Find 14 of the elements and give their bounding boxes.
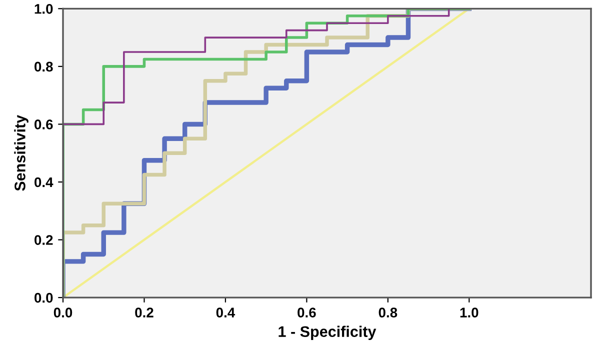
x-tick-label: 0.2 [135,308,154,318]
x-tick-label: 0.8 [378,308,398,318]
y-tick-label: 0.2 [34,235,53,245]
y-tick-label: 0.4 [34,177,54,188]
x-tick-label: 0.4 [216,308,236,318]
x-tick-label: 0.6 [298,308,316,318]
x-tick-label: 1.0 [460,308,478,318]
y-tick-label: 1.0 [34,4,53,14]
y-axis-title: Sensitivity [14,114,28,191]
x-tick-label: 0.0 [54,308,72,318]
x-axis-title: 1 - Specificity [278,326,376,340]
y-tick-label: 0.8 [34,62,53,72]
y-tick-label: 0.0 [34,292,53,303]
y-tick-label: 0.6 [34,120,53,130]
